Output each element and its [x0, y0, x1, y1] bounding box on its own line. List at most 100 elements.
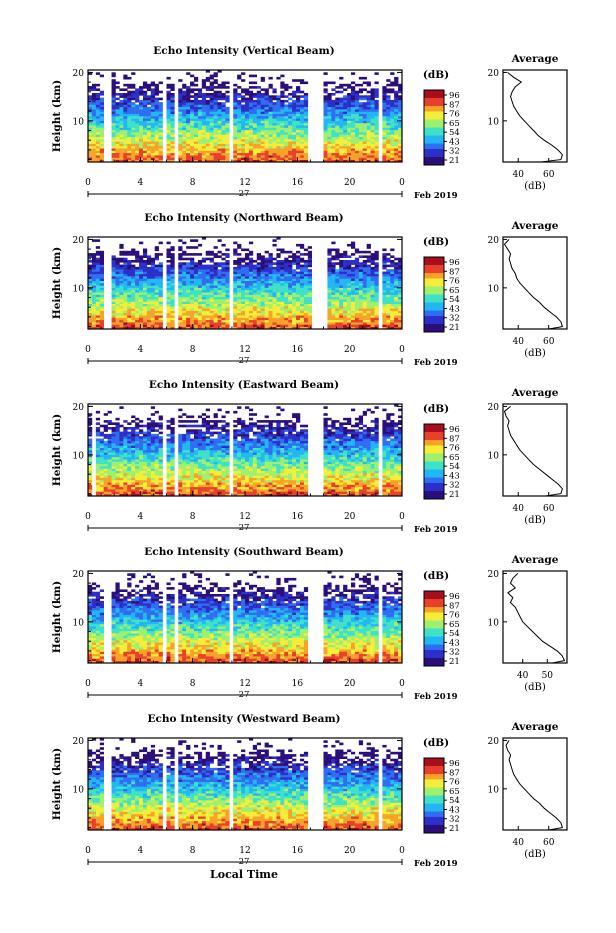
heatmap-cell [265, 315, 269, 318]
heatmap-cell [96, 432, 100, 435]
heatmap-cell [190, 116, 194, 119]
heatmap-cell [112, 137, 116, 140]
heatmap-cell [151, 128, 155, 131]
heatmap-cell [331, 290, 335, 293]
heatmap-cell [151, 290, 155, 293]
heatmap-cell [276, 295, 280, 298]
heatmap-cell [115, 148, 119, 151]
heatmap-cell [375, 148, 379, 151]
heatmap-cell [347, 265, 351, 268]
heatmap-cell [241, 308, 245, 311]
heatmap-cell [382, 283, 386, 286]
heatmap-cell [347, 267, 351, 270]
heatmap-cell [382, 272, 386, 275]
heatmap-cell [143, 114, 147, 117]
heatmap-cell [194, 139, 198, 142]
heatmap-cells [88, 70, 402, 162]
heatmap-cell [390, 260, 394, 263]
heatmap-cell [253, 130, 257, 133]
heatmap-cell [112, 128, 116, 131]
heatmap-cell [221, 86, 225, 89]
heatmap-cell [390, 132, 394, 135]
heatmap-cell [386, 283, 390, 286]
heatmap-cell [375, 290, 379, 293]
heatmap-cell [167, 269, 171, 272]
heatmap-cell [119, 318, 123, 321]
heatmap-cell [300, 102, 304, 105]
heatmap-cell [96, 98, 100, 101]
heatmap-cell [245, 134, 249, 137]
heatmap-cell [112, 95, 116, 98]
heatmap-cell [331, 308, 335, 311]
heatmap-cell [276, 134, 280, 137]
heatmap-cell [327, 128, 331, 131]
heatmap-cell [104, 448, 108, 451]
heatmap-cell [206, 322, 210, 325]
heatmap-cell [272, 318, 276, 321]
heatmap-cell [167, 313, 171, 316]
heatmap-cell [96, 475, 100, 478]
heatmap-cell [359, 304, 363, 307]
heatmap-cell [115, 315, 119, 318]
colorbar-segment [424, 136, 444, 139]
heatmap-cell [221, 320, 225, 323]
heatmap-cell [131, 144, 135, 147]
heatmap-cell [127, 116, 131, 119]
heatmap-cell [347, 121, 351, 124]
heatmap-cell [225, 100, 229, 103]
heatmap-cell [139, 105, 143, 108]
heatmap-cell [241, 283, 245, 286]
heatmap-cell [202, 276, 206, 279]
heatmap-cell [249, 278, 253, 281]
heatmap-cell [272, 244, 276, 247]
heatmap-cell [269, 295, 273, 298]
heatmap-cell [147, 130, 151, 133]
heatmap-cell [371, 102, 375, 105]
heatmap-cell [245, 253, 249, 256]
heatmap-cell [382, 281, 386, 284]
heatmap-cell [218, 304, 222, 307]
heatmap-cell [343, 324, 347, 327]
heatmap-cell [221, 306, 225, 309]
heatmap-cell [241, 313, 245, 316]
heatmap-cell [371, 114, 375, 117]
heatmap-cell [386, 79, 390, 82]
heatmap-cell [280, 93, 284, 96]
heatmap-cell [386, 155, 390, 158]
colorbar-segment [424, 278, 444, 281]
heatmap-cell [151, 155, 155, 158]
heatmap-cell [115, 445, 119, 448]
heatmap-cell [265, 93, 269, 96]
heatmap-cell [182, 114, 186, 117]
heatmap-cell [257, 281, 261, 284]
heatmap-cell [115, 260, 119, 263]
heatmap-cell [112, 105, 116, 108]
heatmap-cell [194, 278, 198, 281]
heatmap-cell [202, 100, 206, 103]
heatmap-cells [88, 237, 402, 329]
heatmap-cell [170, 262, 174, 265]
heatmap-cell [241, 111, 245, 114]
heatmap-cell [272, 137, 276, 140]
heatmap-cell [190, 288, 194, 291]
heatmap-cell [115, 93, 119, 96]
heatmap-cell [292, 121, 296, 124]
heatmap-cell [182, 125, 186, 128]
heatmap-cell [343, 146, 347, 149]
heatmap-cell [96, 146, 100, 149]
heatmap-cell [359, 313, 363, 316]
heatmap-cell [167, 77, 171, 80]
heatmap-cell [190, 272, 194, 275]
heatmap-cell [155, 297, 159, 300]
heatmap-cell [382, 109, 386, 112]
heatmap-cell [170, 151, 174, 154]
heatmap-cell [139, 153, 143, 156]
heatmap-cell [115, 144, 119, 147]
heatmap-cell [331, 105, 335, 108]
heatmap-cell [92, 132, 96, 135]
heatmap-cell [367, 315, 371, 318]
heatmap-cell [253, 301, 257, 304]
heatmap-cell [375, 318, 379, 321]
heatmap-cell [327, 260, 331, 263]
heatmap-cell [100, 315, 104, 318]
